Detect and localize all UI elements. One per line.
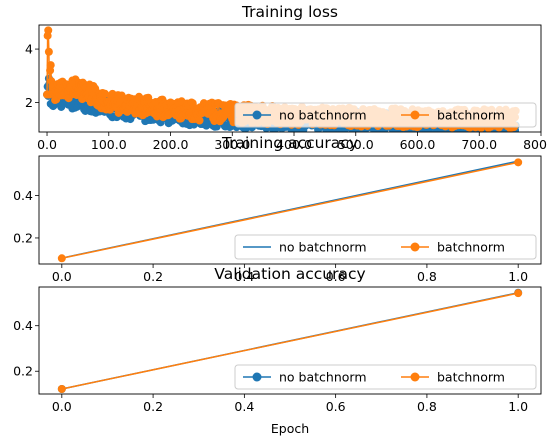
y-tick-label: 0.4 <box>13 318 33 333</box>
panel-1: 0.0 100.0 200.0 300.0 400.0 500.0 600.0 700.0 80… <box>25 3 547 152</box>
x-tick-label: 0.4 <box>234 269 254 284</box>
axes-frame <box>38 24 542 133</box>
panel-2: 0.0 0.2 0.4 0.6 0.8 1.0 0.2 0.4 Training accurac… <box>13 134 542 284</box>
data-point <box>57 384 66 393</box>
legend-marker <box>410 372 420 382</box>
y-tick-label: 2 <box>25 95 33 110</box>
legend: no batchnorm batchnorm <box>234 234 537 260</box>
data-point <box>44 26 53 35</box>
chart-title: Training loss <box>241 3 338 21</box>
data-point <box>46 61 55 70</box>
plot-area <box>57 288 523 393</box>
series-markers-batchnorm <box>57 289 523 393</box>
axes-frame <box>38 155 542 265</box>
data-point <box>57 254 66 263</box>
x-tick-label: 300.0 <box>214 137 250 152</box>
legend-marker <box>252 372 262 382</box>
series-line-batchnorm <box>61 161 519 260</box>
chart-title: Validation accuracy <box>214 265 365 283</box>
legend-marker <box>252 110 262 120</box>
x-axis-label: Epoch <box>271 421 309 436</box>
data-point <box>514 158 523 167</box>
legend: no batchnorm batchnorm <box>234 364 537 390</box>
legend-label: no batchnorm <box>279 108 367 123</box>
y-tick-label: 0.2 <box>13 230 33 245</box>
legend-label: batchnorm <box>437 240 505 255</box>
data-point <box>44 47 53 56</box>
x-tick-label: 0.6 <box>326 269 346 284</box>
series-markers-batchnorm <box>57 158 523 263</box>
data-point <box>195 116 204 125</box>
x-tick-label: 0.8 <box>417 269 437 284</box>
y-tick-label: 0.2 <box>13 364 33 379</box>
y-tick-label: 0.4 <box>13 188 33 203</box>
legend-box <box>234 102 537 128</box>
x-tick-label: 100.0 <box>91 137 127 152</box>
x-tick-label: 1.0 <box>508 269 528 284</box>
x-tick-label: 800.0 <box>523 137 547 152</box>
x-tick-label: 0.0 <box>52 399 72 414</box>
legend-label: batchnorm <box>437 370 505 385</box>
x-tick-label: 1.0 <box>508 399 528 414</box>
x-tick-label: 400.0 <box>276 137 312 152</box>
x-tick-label: 0.2 <box>143 269 163 284</box>
x-tick-label: 500.0 <box>338 137 374 152</box>
x-tick-label: 0.6 <box>326 399 346 414</box>
y-tick-label: 4 <box>25 42 33 57</box>
x-tick-label: 0.4 <box>234 399 254 414</box>
data-point <box>514 289 523 298</box>
x-tick-label: 0.0 <box>37 137 57 152</box>
legend-label: no batchnorm <box>279 240 367 255</box>
axes-frame <box>38 286 542 395</box>
x-tick-label: 700.0 <box>461 137 497 152</box>
legend-box <box>234 234 537 260</box>
legend-label: no batchnorm <box>279 370 367 385</box>
legend-label: batchnorm <box>437 108 505 123</box>
data-point <box>101 89 110 98</box>
legend: no batchnorm batchnorm <box>234 102 537 128</box>
legend-marker <box>410 242 420 252</box>
series-line-batchnorm <box>61 292 519 390</box>
x-tick-label: 0.0 <box>52 269 72 284</box>
x-tick-label: 600.0 <box>400 137 436 152</box>
x-tick-label: 0.8 <box>417 399 437 414</box>
x-tick-label: 0.2 <box>143 399 163 414</box>
data-point <box>506 131 512 132</box>
plot-area <box>57 158 523 263</box>
legend-box <box>234 364 537 390</box>
legend-marker <box>410 110 420 120</box>
x-tick-label: 200.0 <box>153 137 189 152</box>
chart-title: Training accuracy <box>221 134 358 152</box>
